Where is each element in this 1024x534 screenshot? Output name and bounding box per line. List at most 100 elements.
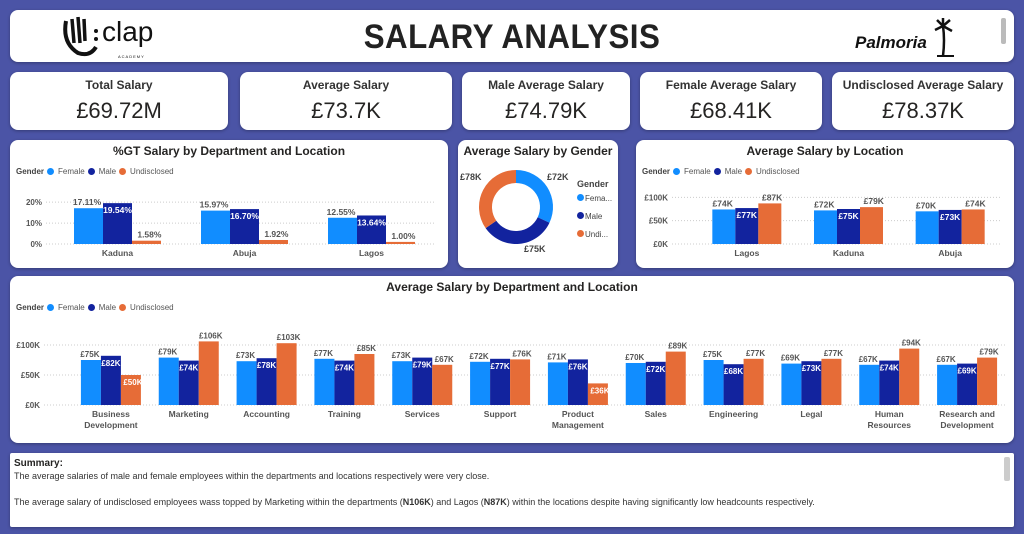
legend-male[interactable]: Male: [98, 167, 117, 176]
y-tick-label: £50K: [649, 217, 668, 226]
data-label: £73K: [802, 364, 821, 373]
legend-female[interactable]: Female: [58, 167, 85, 176]
data-label: £69K: [958, 367, 977, 376]
chart-legend: Gender Female Male Undisclosed: [642, 167, 800, 176]
bar-undisclosed[interactable]: [743, 358, 764, 405]
undisclosed-dot-icon: [119, 168, 127, 175]
department-salary-chart: Average Salary by Department and Locatio…: [10, 276, 1014, 443]
bar-male[interactable]: [735, 208, 759, 244]
bar-undisclosed[interactable]: [120, 375, 141, 405]
kpi-label: Undisclosed Average Salary: [842, 78, 1004, 92]
bar-female[interactable]: [328, 217, 357, 244]
bar-female[interactable]: [470, 361, 491, 405]
legend-female[interactable]: Fema...: [577, 190, 612, 208]
bar-undisclosed[interactable]: [276, 343, 297, 405]
bar-female[interactable]: [547, 362, 568, 405]
bar-female[interactable]: [781, 363, 802, 405]
legend-undisclosed[interactable]: Undisclosed: [756, 167, 800, 176]
bar-male[interactable]: [178, 360, 199, 405]
kpi-female-average-salary: Female Average Salary £68.41K: [640, 72, 822, 130]
bar-female[interactable]: [814, 210, 837, 244]
donut-slice-undisclosed[interactable]: [479, 170, 516, 229]
bar-undisclosed[interactable]: [587, 383, 608, 405]
bar-male[interactable]: [879, 360, 900, 405]
kpi-value: £69.72M: [76, 98, 162, 123]
bar-female[interactable]: [915, 211, 939, 244]
bar-male[interactable]: [334, 360, 355, 405]
bar-undisclosed[interactable]: [665, 351, 686, 405]
bar-male[interactable]: [938, 209, 962, 244]
bar-male[interactable]: [256, 358, 277, 405]
legend-female[interactable]: Female: [58, 303, 85, 312]
bar-male[interactable]: [645, 361, 666, 405]
bar-undisclosed[interactable]: [758, 203, 782, 244]
svg-text:ACADEMY: ACADEMY: [118, 54, 145, 59]
bar-undisclosed[interactable]: [860, 207, 883, 244]
bar-female[interactable]: [712, 209, 736, 244]
kpi-label: Average Salary: [302, 78, 390, 92]
bar-female[interactable]: [937, 364, 958, 405]
legend-male[interactable]: Male: [724, 167, 743, 176]
bar-undisclosed[interactable]: [132, 240, 161, 244]
bar-undisclosed[interactable]: [386, 241, 415, 244]
bar-female[interactable]: [859, 364, 880, 405]
undisclosed-dot-icon: [577, 230, 584, 237]
kpi-label: Female Average Salary: [665, 78, 797, 92]
legend-undisclosed[interactable]: Undisclosed: [130, 303, 174, 312]
palmoria-logo: Palmoria: [855, 18, 954, 57]
summary-scrollbar[interactable]: [1004, 457, 1010, 481]
legend-male[interactable]: Male: [577, 208, 612, 226]
x-tick-label: Human: [875, 409, 904, 419]
legend-female[interactable]: Female: [684, 167, 711, 176]
legend-undisclosed[interactable]: Undi...: [577, 226, 612, 244]
header-scrollbar[interactable]: [1001, 18, 1006, 44]
legend-male[interactable]: Male: [98, 303, 117, 312]
bar-undisclosed[interactable]: [354, 354, 375, 405]
y-tick-label: £0K: [653, 240, 668, 249]
bar-male[interactable]: [103, 203, 132, 244]
bar-male[interactable]: [723, 364, 744, 405]
bar-male[interactable]: [801, 361, 822, 405]
bar-male[interactable]: [490, 358, 511, 405]
bar-undisclosed[interactable]: [899, 348, 920, 405]
x-tick-label: Business: [92, 409, 130, 419]
bar-undisclosed[interactable]: [977, 357, 998, 405]
donut-slice-male[interactable]: [485, 217, 550, 244]
bar-female[interactable]: [201, 210, 230, 244]
bar-female[interactable]: [80, 360, 101, 405]
bar-undisclosed[interactable]: [259, 239, 288, 244]
bar-undisclosed[interactable]: [961, 209, 985, 244]
bar-male[interactable]: [357, 215, 386, 244]
bar-female[interactable]: [625, 363, 646, 405]
bar-female[interactable]: [74, 208, 103, 244]
x-tick-label: Services: [405, 409, 440, 419]
chart-title: Average Salary by Location: [746, 144, 904, 158]
data-label: £76K: [568, 362, 587, 371]
text: ) and Lagos (: [430, 497, 484, 507]
chart-legend: Gender Female Male Undisclosed: [16, 167, 174, 176]
bar-female[interactable]: [158, 357, 179, 405]
data-label: £75K: [80, 350, 99, 359]
bar-male[interactable]: [567, 359, 588, 405]
bar-male[interactable]: [837, 209, 860, 244]
bar-female[interactable]: [703, 360, 724, 405]
bar-undisclosed[interactable]: [821, 358, 842, 405]
bar-female[interactable]: [236, 361, 257, 405]
bar-undisclosed[interactable]: [198, 341, 219, 405]
bar-male[interactable]: [100, 355, 121, 405]
summary-heading: Summary:: [14, 458, 63, 469]
x-tick-label: Management: [552, 420, 604, 430]
data-label: £67K: [859, 355, 878, 364]
bar-undisclosed[interactable]: [510, 359, 531, 405]
legend-undisclosed[interactable]: Undisclosed: [130, 167, 174, 176]
bar-female[interactable]: [392, 361, 413, 405]
bar-undisclosed[interactable]: [432, 364, 453, 405]
bar-male[interactable]: [230, 209, 259, 244]
donut-slice-female[interactable]: [516, 170, 553, 223]
bar-male[interactable]: [412, 357, 433, 405]
bar-female[interactable]: [314, 358, 335, 405]
text: ) within the locations despite having si…: [506, 497, 815, 507]
bar-male[interactable]: [957, 363, 978, 405]
data-label: £77K: [746, 349, 765, 358]
data-label: £73K: [940, 212, 961, 222]
